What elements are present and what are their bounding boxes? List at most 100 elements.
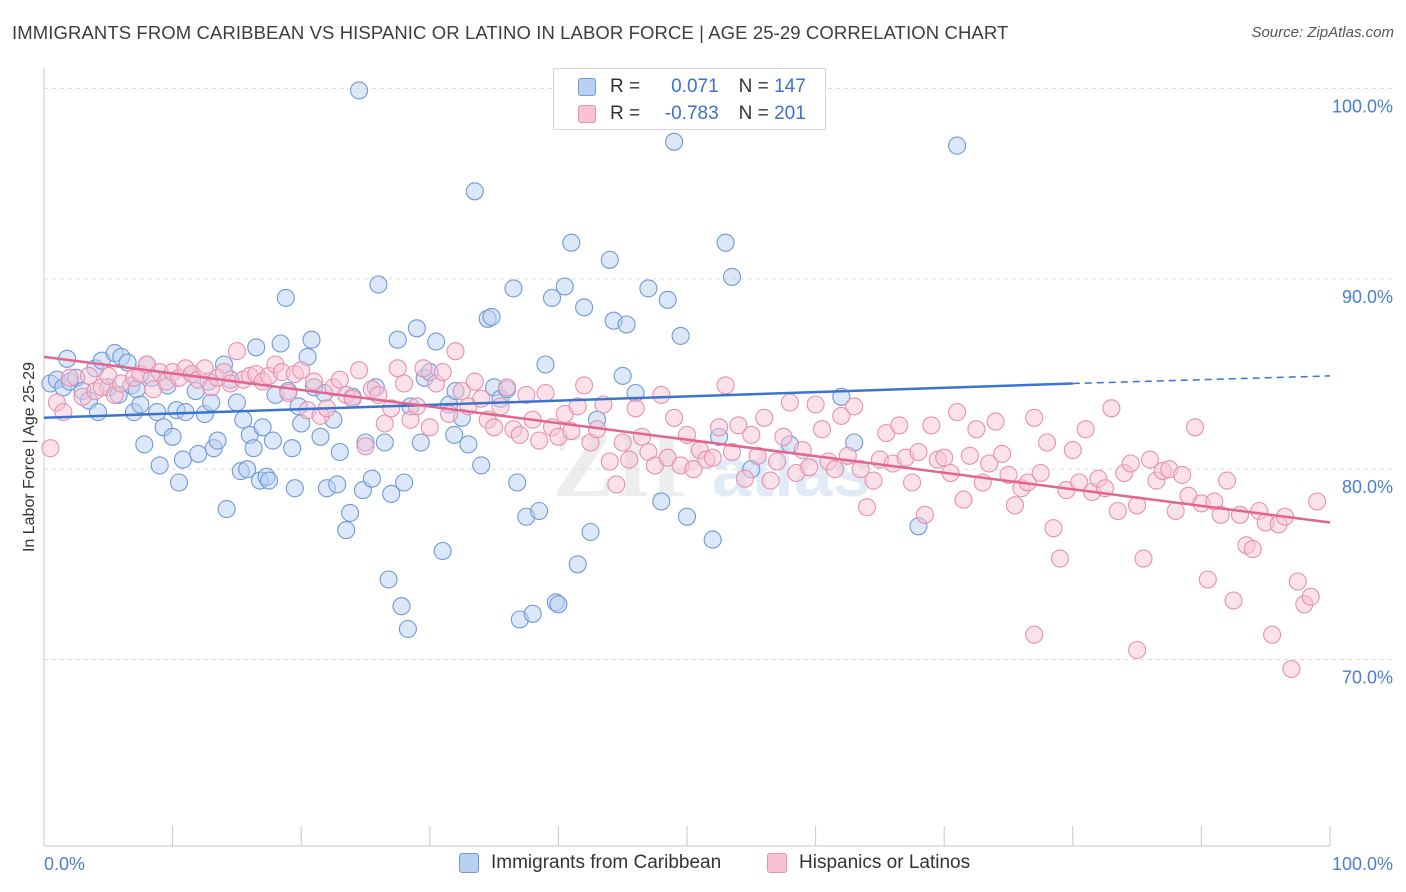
caribbean-trendline [43,382,1073,420]
series-legend-hispanic: Hispanics or Latinos [767,852,970,874]
caribbean-point [234,410,253,429]
caribbean-point [665,132,684,151]
caribbean-point [131,395,150,414]
caribbean-point [395,473,414,492]
caribbean-point [617,315,636,334]
hispanic-point [922,416,941,435]
hispanic-point [1218,471,1237,490]
hispanic-point [330,370,349,389]
caribbean-point [562,233,581,252]
hispanic-point [1121,454,1140,473]
hispanic-point [710,418,729,437]
hispanic-point [722,442,742,462]
caribbean-point [208,431,227,450]
hispanic-point [292,361,311,380]
caribbean-point [169,473,189,492]
caribbean-point [549,595,568,614]
caribbean-point [948,136,967,155]
hispanic-point [388,359,407,378]
hispanic-point [1025,408,1044,427]
hispanic-point [568,397,587,416]
hispanic-point [806,395,825,414]
hispanic-point [1198,570,1217,589]
hispanic-point [1134,549,1153,568]
hispanic-point [382,399,401,418]
legend-n-value: 147 [774,76,806,97]
caribbean-point [302,330,321,349]
hispanic-point [1224,591,1243,610]
caribbean-point [253,418,272,437]
hispanic-point [684,460,703,479]
caribbean-point [148,403,167,422]
hispanic-point [652,385,671,404]
caribbean-point [600,250,619,269]
hispanic-point [742,425,761,444]
hispanic-point [350,361,369,380]
series-legend-swatch-pink [767,853,787,873]
hispanic-point [1038,433,1057,452]
hispanic-point [767,452,787,471]
hispanic-point [993,444,1012,463]
caribbean-point [271,334,290,353]
caribbean-point [379,570,398,589]
legend-swatch-pink [578,105,596,123]
hispanic-point [761,471,780,490]
caribbean-point [658,290,677,309]
caribbean-point [581,522,600,542]
caribbean-point [459,435,478,454]
hispanic-point [620,450,639,469]
caribbean-point [652,492,671,511]
hispanic-point [1282,659,1301,679]
series-legend-label: Hispanics or Latinos [799,852,971,873]
caribbean-point [238,460,257,479]
hispanic-point [748,446,767,465]
caribbean-point [472,456,491,475]
caribbean-point [427,332,446,351]
y-tick-label: 100.0% [1332,97,1393,117]
caribbean-point [247,338,266,357]
caribbean-point [392,597,411,616]
hispanic-point [60,368,79,387]
hispanic-point [343,389,362,408]
hispanic-trendline [43,355,1331,524]
hispanic-point [832,406,851,425]
hispanic-point [755,408,774,427]
y-tick-label: 80.0% [1342,477,1393,497]
caribbean-point [613,366,632,385]
series-legend-caribbean: Immigrants from Caribbean [459,852,721,874]
caribbean-point [202,393,221,412]
hispanic-point [1185,418,1205,437]
caribbean-point [285,479,304,498]
legend-n-value: 201 [774,103,806,124]
hispanic-point [491,397,510,416]
caribbean-point [398,619,417,639]
hispanic-point [1263,625,1282,644]
hispanic-point [980,454,999,473]
caribbean-point [388,330,407,349]
y-axis-label: In Labor Force | Age 25-29 [21,362,38,552]
caribbean-point [311,427,330,446]
caribbean-point [671,326,690,345]
hispanic-point [903,473,922,492]
legend-r-label: R = [610,76,641,97]
caribbean-point [555,277,574,296]
hispanic-point [452,382,471,401]
hispanic-point [857,498,877,517]
caribbean-point [189,444,208,463]
y-tick-label: 90.0% [1342,287,1393,307]
hispanic-point [497,378,517,397]
caribbean-point [504,279,523,298]
hispanic-point [375,414,394,433]
correlation-legend: R = 0.071 N = 147 R = -0.783 N = 201 [553,68,826,130]
hispanic-point [665,408,684,427]
caribbean-point [259,471,279,490]
chart-source: Source: ZipAtlas.com [1251,24,1394,41]
hispanic-point [890,416,909,435]
legend-r-label: R = [610,103,641,124]
hispanic-point [825,460,844,479]
hispanic-point [632,427,652,446]
hispanic-point [1166,501,1185,521]
caribbean-point [276,288,295,307]
hispanic-point [864,471,883,490]
series-caribbean-points [41,81,967,639]
